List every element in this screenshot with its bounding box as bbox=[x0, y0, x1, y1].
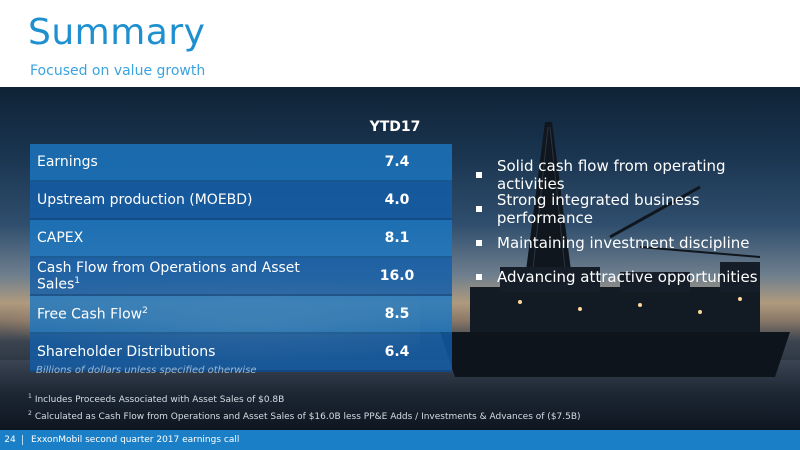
slide-title: Summary bbox=[28, 12, 206, 53]
summary-table: Earnings 7.4 Upstream production (MOEBD)… bbox=[30, 144, 452, 372]
drilling-rig-image bbox=[440, 122, 790, 377]
row-value: 7.4 bbox=[384, 154, 410, 170]
slide-subtitle: Focused on value growth bbox=[30, 63, 206, 79]
table-row: Free Cash Flow2 8.5 bbox=[30, 296, 452, 334]
square-bullet-icon bbox=[476, 240, 482, 246]
row-label: Free Cash Flow bbox=[37, 306, 143, 323]
row-label-with-footnote: Free Cash Flow2 bbox=[30, 306, 342, 323]
row-value: 16.0 bbox=[379, 268, 415, 284]
footnote-marker: 1 bbox=[74, 275, 80, 286]
row-value: 4.0 bbox=[384, 192, 410, 208]
table-row: Cash Flow from Operations and Asset Sale… bbox=[30, 258, 452, 296]
row-value: 6.4 bbox=[384, 344, 410, 360]
row-label: Upstream production (MOEBD) bbox=[37, 192, 253, 208]
square-bullet-icon bbox=[476, 274, 482, 280]
page-number: 24 bbox=[0, 435, 23, 445]
table-row: Shareholder Distributions 6.4 bbox=[30, 334, 452, 372]
footnote-number: 2 bbox=[28, 410, 32, 417]
row-value: 8.1 bbox=[384, 230, 410, 246]
square-bullet-icon bbox=[476, 172, 482, 178]
table-row: Upstream production (MOEBD) 4.0 bbox=[30, 182, 452, 220]
units-note: Billions of dollars unless specified oth… bbox=[36, 365, 257, 376]
square-bullet-icon bbox=[476, 206, 482, 212]
footnote: 2 Calculated as Cash Flow from Operations… bbox=[28, 410, 581, 422]
footnote-text: Calculated as Cash Flow from Operations … bbox=[34, 412, 581, 422]
summary-bullets: Solid cash flow from operating activitie… bbox=[476, 157, 796, 294]
footer-bar: 24 ExxonMobil second quarter 2017 earnin… bbox=[0, 430, 800, 450]
bullet-item: Maintaining investment discipline bbox=[476, 226, 796, 260]
table-column-header: YTD17 bbox=[369, 119, 421, 135]
bullet-text: Solid cash flow from operating activitie… bbox=[496, 157, 726, 193]
bullet-text: Maintaining investment discipline bbox=[497, 234, 750, 252]
bullet-item: Strong integrated business performance bbox=[476, 191, 796, 227]
footnote-marker: 2 bbox=[142, 305, 148, 316]
row-label: Shareholder Distributions bbox=[37, 344, 216, 360]
footnote-text: Includes Proceeds Associated with Asset … bbox=[34, 395, 285, 405]
row-label: Cash Flow from Operations and Asset Sale… bbox=[37, 259, 300, 293]
row-value: 8.5 bbox=[384, 306, 410, 322]
row-label: Earnings bbox=[37, 154, 98, 170]
row-label-with-footnote: Cash Flow from Operations and Asset Sale… bbox=[30, 260, 342, 293]
bullet-item: Advancing attractive opportunities bbox=[476, 260, 796, 294]
bullet-text: Advancing attractive opportunities bbox=[497, 268, 758, 286]
bullet-text: Strong integrated business performance bbox=[496, 191, 700, 227]
footnote: 1 Includes Proceeds Associated with Asset… bbox=[28, 393, 284, 405]
footnote-number: 1 bbox=[28, 393, 32, 400]
table-row: CAPEX 8.1 bbox=[30, 220, 452, 258]
row-label: CAPEX bbox=[37, 230, 84, 246]
footer-text: ExxonMobil second quarter 2017 earnings … bbox=[31, 435, 240, 445]
bullet-item: Solid cash flow from operating activitie… bbox=[476, 157, 796, 193]
table-row: Earnings 7.4 bbox=[30, 144, 452, 182]
